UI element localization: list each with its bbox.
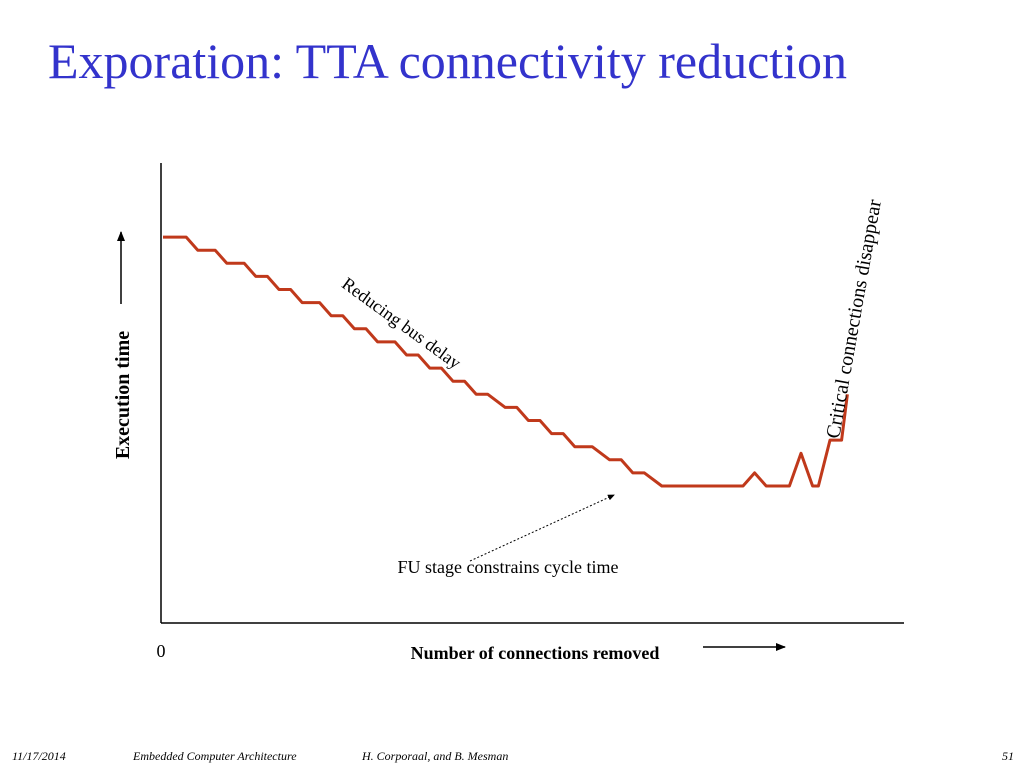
footer-page-number: 51 [1002,749,1014,763]
annotation-reducing-bus-delay: Reducing bus delay [338,273,465,373]
x-axis-label: Number of connections removed [411,643,660,663]
annotation-pointer [469,494,615,562]
series-line-execution-time [163,235,849,488]
footer-date: 11/17/2014 [12,749,66,763]
annotation-fu-stage: FU stage constrains cycle time [398,557,619,577]
slide-title: Exporation: TTA connectivity reduction [48,33,848,89]
footer-course: Embedded Computer Architecture [133,749,297,763]
x-tick-label-0: 0 [157,641,166,661]
footer-authors: H. Corporaal, and B. Mesman [362,749,509,763]
y-axis-label: Execution time [112,331,134,459]
annotation-critical-connections: Critical connections disappear [822,197,886,440]
